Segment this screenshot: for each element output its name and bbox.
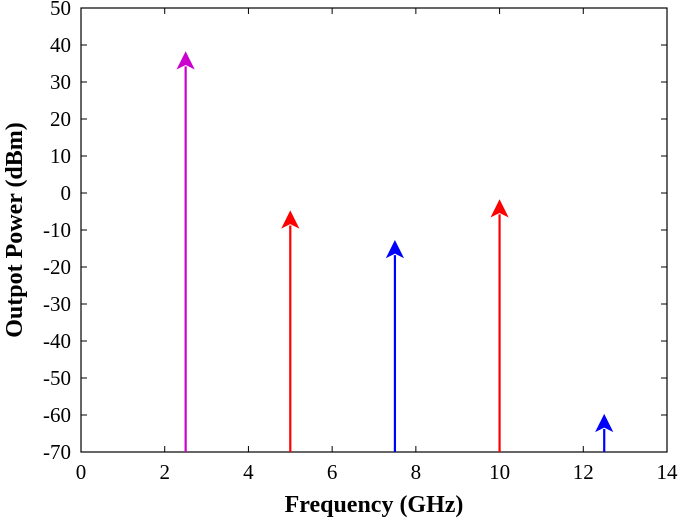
- x-axis-label: Frequency (GHz): [285, 492, 464, 518]
- x-tick-label: 12: [573, 460, 594, 484]
- stem-arrowhead: [176, 51, 195, 70]
- x-tick-label: 10: [489, 460, 510, 484]
- plot-area-frame: [80, 7, 668, 453]
- y-tick-label: 50: [50, 0, 71, 20]
- stem-arrowhead: [281, 210, 300, 229]
- y-tick-label: 30: [50, 70, 71, 94]
- y-tick-label: -60: [43, 403, 71, 427]
- x-tick-label: 6: [327, 460, 338, 484]
- x-tick-label: 8: [411, 460, 422, 484]
- y-tick-label: -30: [43, 292, 71, 316]
- x-tick-label: 0: [76, 460, 87, 484]
- stem-arrowhead: [595, 413, 614, 433]
- y-tick-label: 40: [50, 33, 71, 57]
- y-tick-label: -70: [43, 440, 71, 464]
- x-tick-label: 4: [243, 460, 254, 484]
- y-axis-label: Outpot Power (dBm): [2, 122, 28, 338]
- y-tick-label: -10: [43, 218, 71, 242]
- y-tick-label: 0: [61, 181, 72, 205]
- y-tick-label: -50: [43, 366, 71, 390]
- stem-arrowhead: [385, 239, 405, 259]
- x-tick-label: 14: [657, 460, 679, 484]
- y-tick-label: 10: [50, 144, 71, 168]
- y-tick-label: -40: [43, 329, 71, 353]
- x-tick-label: 2: [159, 460, 170, 484]
- stem-arrowhead: [490, 199, 509, 218]
- y-tick-label: -20: [43, 255, 71, 279]
- y-tick-label: 20: [50, 107, 71, 131]
